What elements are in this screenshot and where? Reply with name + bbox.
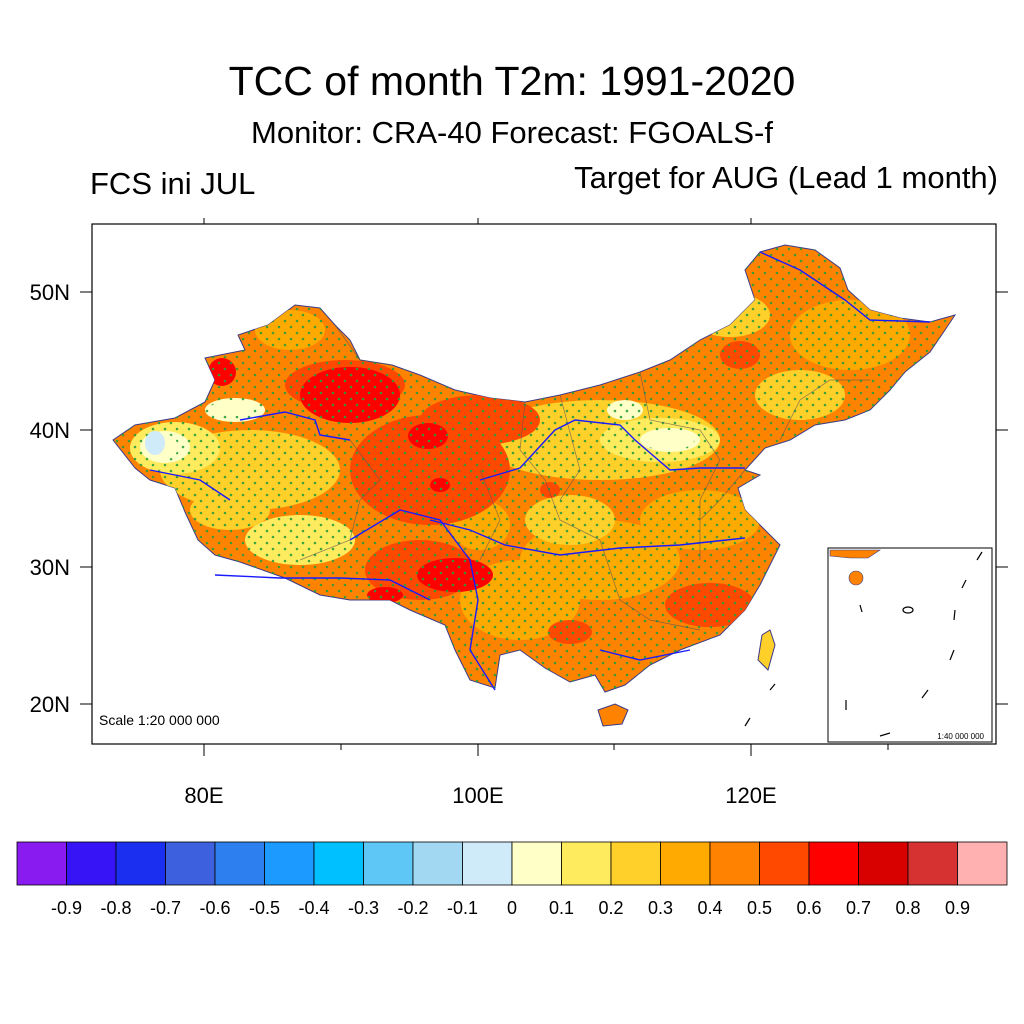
taiwan — [757, 629, 776, 671]
colorbar-swatch — [759, 841, 810, 886]
latitude-labels: 50N 40N 30N 20N — [30, 280, 70, 717]
colorbar-swatch — [610, 841, 661, 886]
colorbar-swatch — [264, 841, 315, 886]
colorbar-label: -0.9 — [51, 898, 82, 918]
hainan — [597, 703, 629, 727]
colorbar-swatch — [412, 841, 463, 886]
colorbar-swatch — [462, 841, 513, 886]
colorbar-swatch — [709, 841, 760, 886]
colorbar-swatch — [16, 841, 67, 886]
colorbar-swatch — [511, 841, 562, 886]
lon-label-80e: 80E — [184, 783, 223, 808]
lon-label-100e: 100E — [452, 783, 503, 808]
colorbar-label: 0 — [507, 898, 517, 918]
map-subtitle: Monitor: CRA-40 Forecast: FGOALS-f — [251, 115, 773, 150]
colorbar-label: 0.7 — [846, 898, 871, 918]
colorbar-swatch — [165, 841, 216, 886]
colorbar-swatch — [115, 841, 166, 886]
longitude-labels: 80E 100E 120E — [184, 783, 776, 808]
colorbar-label: -0.6 — [199, 898, 230, 918]
lat-label-20n: 20N — [30, 692, 70, 717]
lat-label-40n: 40N — [30, 418, 70, 443]
colorbar-label: 0.9 — [945, 898, 970, 918]
colorbar-label: -0.7 — [150, 898, 181, 918]
province-borders — [299, 324, 870, 631]
colorbar-label: -0.8 — [100, 898, 131, 918]
colorbar-label: 0.1 — [549, 898, 574, 918]
colorbar-label: 0.3 — [648, 898, 673, 918]
map-title: TCC of month T2m: 1991-2020 — [228, 58, 796, 104]
colorbar-label: 0.4 — [697, 898, 722, 918]
colorbar-swatch — [561, 841, 612, 886]
scale-label: Scale 1:20 000 000 — [99, 712, 220, 728]
colorbar-label: -0.1 — [447, 898, 478, 918]
axis-ticks — [80, 218, 1008, 756]
colorbar-swatch — [858, 841, 909, 886]
inset-scale-label: 1:40 000 000 — [937, 732, 984, 741]
colorbar-swatch — [660, 841, 711, 886]
colorbar-label: -0.3 — [348, 898, 379, 918]
colorbar-label: -0.4 — [298, 898, 329, 918]
colorbar-label: 0.2 — [598, 898, 623, 918]
colorbar-swatch — [214, 841, 265, 886]
lat-label-30n: 30N — [30, 555, 70, 580]
colorbar-label: -0.2 — [397, 898, 428, 918]
colorbar-label: -0.5 — [249, 898, 280, 918]
lat-label-50n: 50N — [30, 280, 70, 305]
dashed-line-main — [744, 683, 776, 727]
south-china-sea-inset: 1:40 000 000 — [827, 547, 993, 743]
colorbar-swatch — [66, 841, 117, 886]
colorbar-label: 0.6 — [796, 898, 821, 918]
colorbar-label: 0.8 — [895, 898, 920, 918]
lon-label-120e: 120E — [725, 783, 776, 808]
colorbar-swatch — [313, 841, 364, 886]
colorbar: -0.9 -0.8 -0.7 -0.6 -0.5 -0.4 -0.3 -0.2 -0.1 0 0.1… — [16, 841, 1008, 918]
init-label: FCS ini JUL — [90, 166, 256, 201]
colorbar-swatch — [907, 841, 958, 886]
colorbar-swatch — [363, 841, 414, 886]
rivers — [149, 251, 931, 691]
colorbar-swatch — [957, 841, 1008, 886]
colorbar-swatch — [808, 841, 859, 886]
target-label: Target for AUG (Lead 1 month) — [574, 160, 998, 195]
colorbar-label: 0.5 — [747, 898, 772, 918]
